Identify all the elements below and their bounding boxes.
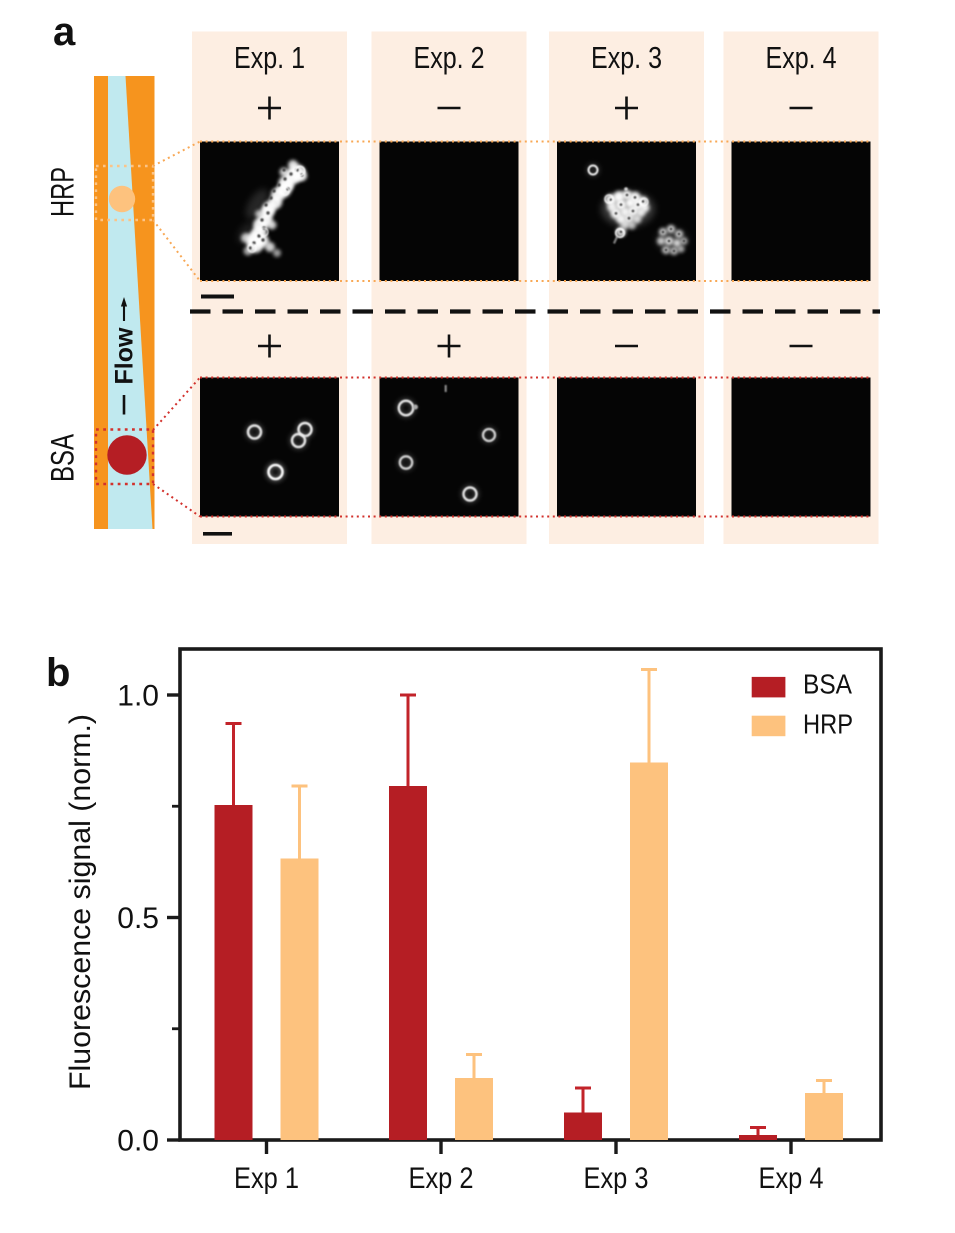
svg-text:Exp. 4: Exp. 4 [766,40,837,75]
svg-text:0.5: 0.5 [117,902,159,935]
svg-text:Exp. 2: Exp. 2 [414,40,485,75]
svg-text:Fluorescence signal (norm.): Fluorescence signal (norm.) [64,714,97,1090]
svg-text:Exp 3: Exp 3 [584,1162,649,1195]
svg-text:b: b [46,651,70,695]
svg-text:Exp 1: Exp 1 [234,1162,299,1195]
svg-text:Exp. 1: Exp. 1 [234,40,305,75]
svg-text:Exp. 3: Exp. 3 [591,40,662,75]
svg-text:HRP: HRP [45,167,81,217]
svg-text:Exp 4: Exp 4 [759,1162,824,1195]
svg-text:HRP: HRP [803,709,853,740]
svg-text:BSA: BSA [45,434,81,482]
svg-text:1.0: 1.0 [117,680,159,713]
svg-text:0.0: 0.0 [117,1125,159,1158]
svg-text:BSA: BSA [803,669,852,700]
svg-text:a: a [53,10,76,54]
svg-text:Exp 2: Exp 2 [409,1162,474,1195]
svg-text:Flow: Flow [111,327,139,384]
